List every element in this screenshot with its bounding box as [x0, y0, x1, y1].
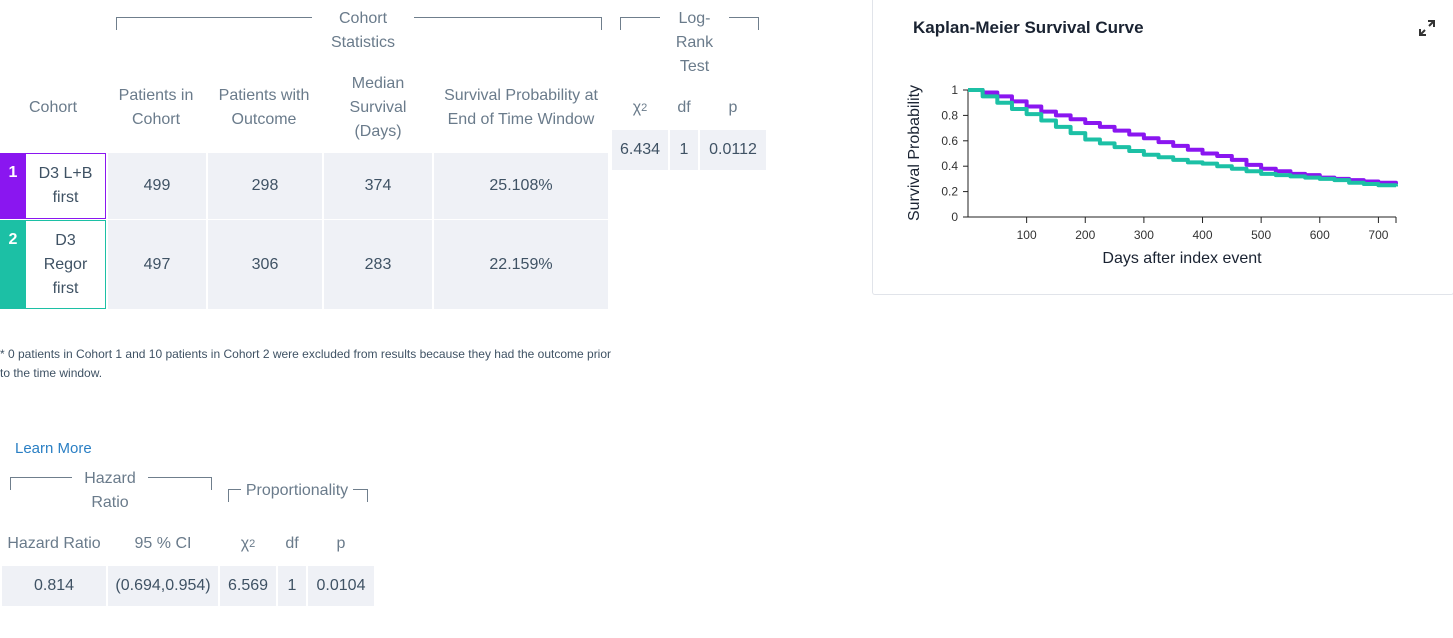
- hazard-ratio-value: 0.814: [2, 566, 106, 606]
- y-tick-label: 1: [951, 83, 958, 97]
- median-survival-value: 374: [324, 153, 432, 219]
- exclusion-footnote: * 0 patients in Cohort 1 and 10 patients…: [0, 347, 612, 380]
- header-hazard-ratio: Hazard Ratio: [7, 535, 101, 552]
- survival-curve-cohort-2: [968, 88, 1398, 188]
- y-tick-label: 0.2: [941, 185, 958, 199]
- log-rank-df-value: 1: [670, 130, 698, 170]
- table-row: 2 D3 Regor first 497 306 283 22.159%: [0, 220, 610, 309]
- log-rank-group-label: Log-Rank Test: [660, 7, 729, 79]
- survival-curve-cohort-1: [968, 88, 1398, 185]
- log-rank-chi2-value: 6.434: [612, 130, 668, 170]
- cohort-name: D3 L+B first: [26, 153, 106, 219]
- survival-probability-value: 22.159%: [434, 220, 608, 309]
- table-row: 1 D3 L+B first 499 298 374 25.108%: [0, 153, 610, 219]
- header-confidence-interval: 95 % CI: [134, 535, 192, 552]
- cohort-statistics-group-label: Cohort Statistics: [312, 7, 414, 55]
- x-tick-label: 700: [1368, 228, 1388, 242]
- km-survival-chart: Survival Probability Days after index ev…: [906, 83, 1398, 267]
- proportionality-p-value: 0.0104: [308, 566, 374, 606]
- header-proportionality-df: df: [285, 535, 299, 552]
- y-axis-label: Survival Probability: [906, 85, 923, 221]
- x-tick-label: 500: [1251, 228, 1271, 242]
- expand-arrows-icon[interactable]: [1417, 18, 1437, 38]
- x-axis-label: Days after index event: [1102, 250, 1262, 267]
- proportionality-group-label: Proportionality: [241, 479, 353, 503]
- header-survival-probability: Survival Probability at End of Time Wind…: [444, 87, 598, 128]
- survival-probability-value: 25.108%: [434, 153, 608, 219]
- chi-symbol: χ: [240, 535, 250, 552]
- x-tick-label: 400: [1193, 228, 1213, 242]
- median-survival-value: 283: [324, 220, 432, 309]
- header-log-rank-p: p: [728, 99, 738, 116]
- confidence-interval-value: (0.694,0.954): [108, 566, 218, 606]
- header-log-rank-df: df: [677, 99, 691, 116]
- chi-superscript: 2: [249, 538, 256, 550]
- patients-with-outcome-value: 306: [208, 220, 322, 309]
- patients-with-outcome-value: 298: [208, 153, 322, 219]
- x-tick-label: 300: [1134, 228, 1154, 242]
- y-tick-label: 0: [951, 210, 958, 224]
- chi-symbol: χ: [632, 99, 642, 116]
- hazard-ratio-group-label: Hazard Ratio: [72, 467, 148, 515]
- log-rank-p-value: 0.0112: [700, 130, 766, 170]
- cohort-name: D3 Regor first: [26, 220, 106, 309]
- learn-more-link[interactable]: Learn More: [15, 440, 92, 457]
- x-tick-label: 200: [1075, 228, 1095, 242]
- y-tick-label: 0.4: [941, 159, 958, 173]
- chi-superscript: 2: [641, 102, 648, 114]
- cohort-index-badge: 1: [0, 153, 26, 219]
- chart-panel: Kaplan-Meier Survival Curve Survival Pro…: [872, 0, 1453, 295]
- chart-title: Kaplan-Meier Survival Curve: [913, 18, 1144, 37]
- header-patients-in-cohort: Patients in Cohort: [118, 87, 194, 128]
- x-tick-label: 100: [1017, 228, 1037, 242]
- header-cohort: Cohort: [28, 99, 78, 116]
- header-median-survival: Median Survival (Days): [349, 75, 407, 140]
- proportionality-chi2-value: 6.569: [220, 566, 276, 606]
- x-tick-label: 600: [1310, 228, 1330, 242]
- proportionality-df-value: 1: [278, 566, 306, 606]
- header-proportionality-p: p: [336, 535, 346, 552]
- cohort-index-badge: 2: [0, 220, 26, 309]
- patients-in-cohort-value: 499: [108, 153, 206, 219]
- y-tick-label: 0.8: [941, 108, 958, 122]
- patients-in-cohort-value: 497: [108, 220, 206, 309]
- header-patients-with-outcome: Patients with Outcome: [218, 87, 310, 128]
- y-tick-label: 0.6: [941, 134, 958, 148]
